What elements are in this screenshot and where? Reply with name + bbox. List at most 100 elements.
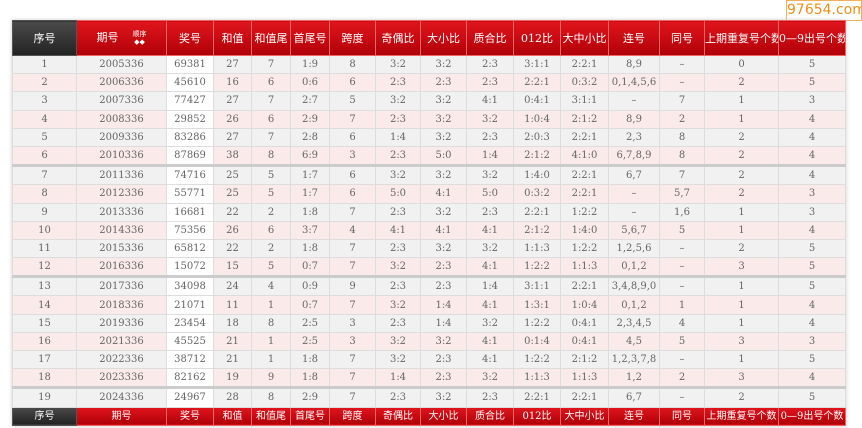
table-cell: 7 [329, 202, 376, 222]
column-header: 连号 [608, 20, 660, 56]
table-cell: 1 [704, 313, 779, 333]
column-header: 奖号 [166, 20, 214, 56]
table-cell: 8 [12, 184, 77, 204]
table-cell: 2:3 [375, 145, 421, 168]
table-cell: 34098 [166, 276, 214, 297]
column-header[interactable]: 期号 顺序 ◆◆ [76, 20, 167, 56]
table-cell: 6 [329, 184, 376, 204]
column-header: 0—9出号个数 [778, 20, 846, 56]
table-cell: 1:4 [375, 127, 421, 147]
table-cell: 4 [778, 220, 846, 240]
table-cell: 3:2 [420, 238, 467, 259]
table-cell: 0:7 [290, 257, 330, 279]
table-cell: 23454 [166, 313, 214, 333]
table-cell: 2 [704, 238, 779, 259]
table-cell: 2:7 [290, 91, 330, 111]
table-cell: 2017336 [76, 276, 167, 297]
table-cell: 11 [12, 238, 77, 259]
table-cell: 14 [12, 295, 77, 315]
column-footer: 0—9出号个数 [778, 406, 846, 426]
table-cell: 7 [329, 109, 376, 129]
table-cell: 3:2 [420, 202, 467, 222]
table-cell: 2 [251, 202, 291, 222]
table-cell: 5 [251, 257, 291, 279]
table-cell: 3:1:1 [513, 54, 561, 75]
table-cell: 3:2 [375, 91, 421, 111]
table-cell: 1:1:3 [560, 368, 609, 390]
table-cell: 2005336 [76, 54, 167, 75]
table-cell: 4:1 [466, 220, 514, 240]
table-cell: 3:2 [466, 165, 514, 186]
column-header: 同号 [659, 20, 705, 56]
table-cell: 2006336 [76, 73, 167, 93]
table-cell: 2016336 [76, 257, 167, 279]
table-cell: 2:2:1 [560, 54, 609, 75]
table-cell: 2012336 [76, 184, 167, 204]
table-row: 1 2005336 69381 27 7 1:9 8 3:2 3:2 2:3 3:1:1 2:2:1 8… [12, 54, 846, 75]
table-cell: 12 [12, 257, 77, 279]
table-cell: 1:4:0 [560, 220, 609, 240]
table-cell: 1:1:3 [513, 238, 561, 259]
table-cell: 2:2:1 [513, 202, 561, 222]
table-cell: 4:1 [466, 91, 514, 111]
table-cell: 1:1:3 [513, 368, 561, 390]
table-cell: 3:2 [375, 165, 421, 186]
table-cell: 4 [659, 313, 705, 333]
table-cell: 0:6 [290, 73, 330, 93]
table-cell: 7 [329, 387, 376, 408]
table-cell: 6,7,8,9 [608, 145, 660, 168]
column-footer: 同号 [659, 406, 705, 426]
table-cell: 2:3 [375, 73, 421, 93]
table-cell: 26 [213, 220, 252, 240]
table-cell: 2:3 [466, 54, 514, 75]
table-cell: – [659, 349, 705, 370]
table-cell: 8 [251, 387, 291, 408]
table-cell: 7 [251, 54, 291, 75]
table-cell: 2024336 [76, 387, 167, 408]
column-footer: 上期重复号个数 [704, 406, 779, 426]
table-cell: 1:2:2 [513, 257, 561, 279]
table-cell: 2:1:2 [560, 349, 609, 370]
table-cell: 3:2 [420, 91, 467, 111]
table-cell: 2:3 [420, 276, 467, 297]
table-cell: 6 [251, 220, 291, 240]
table-cell: 0:9 [290, 276, 330, 297]
table-cell: 1:4:0 [513, 165, 561, 186]
sort-toggle[interactable]: 顺序 ◆◆ [133, 30, 147, 46]
column-footer: 连号 [608, 406, 660, 426]
table-cell: 2 [704, 165, 779, 186]
table-cell: 21 [213, 331, 252, 352]
table-row: 16 2021336 45525 21 1 2:5 3 3:2 3:2 4:1 0:1:4 0:4:1… [12, 331, 846, 352]
table-row: 9 2013336 16681 22 2 1:8 7 2:3 3:2 2:3 2:2:1 1:2:2–… [12, 202, 846, 222]
table-cell: 2 [659, 368, 705, 390]
table-cell: 7 [329, 257, 376, 279]
table-cell: 5 [778, 387, 846, 408]
table-cell: 0 [704, 54, 779, 75]
table-cell: 38712 [166, 349, 214, 370]
sort-arrows-icon: ◆◆ [134, 38, 145, 46]
table-cell: 75356 [166, 220, 214, 240]
table-row: 15 2019336 23454 18 8 2:5 3 2:3 1:4 3:2 1:2:2 0:4:1… [12, 313, 846, 333]
table-cell: 3 [704, 257, 779, 279]
table-cell: 2 [704, 387, 779, 408]
table-cell: 21071 [166, 295, 214, 315]
table-cell: 2:2:1 [560, 165, 609, 186]
table-cell: 2 [659, 109, 705, 129]
table-cell: 7 [251, 127, 291, 147]
table-cell: 5 [251, 165, 291, 186]
table-cell: 4 [778, 127, 846, 147]
column-footer: 首尾号 [290, 406, 330, 426]
table-cell: 2:5 [290, 331, 330, 352]
table-cell: 3:2 [420, 127, 467, 147]
table-cell: 2:9 [290, 387, 330, 408]
table-cell: 3:2 [420, 109, 467, 129]
table-cell: 3 [329, 331, 376, 352]
column-header: 质合比 [466, 20, 514, 56]
table-cell: 7 [329, 238, 376, 259]
column-footer: 奖号 [166, 406, 214, 426]
table-row: 4 2008336 29852 26 6 2:9 7 2:3 3:2 3:2 1:0:4 2:1:2 8… [12, 109, 846, 129]
table-row: 7 2011336 74716 25 5 1:7 6 3:2 3:2 3:2 1:4:0 2:2:1 6… [12, 165, 846, 186]
table-cell: 0:3:2 [560, 73, 609, 93]
table-cell: 2:8 [290, 127, 330, 147]
table-cell: 7 [659, 91, 705, 111]
